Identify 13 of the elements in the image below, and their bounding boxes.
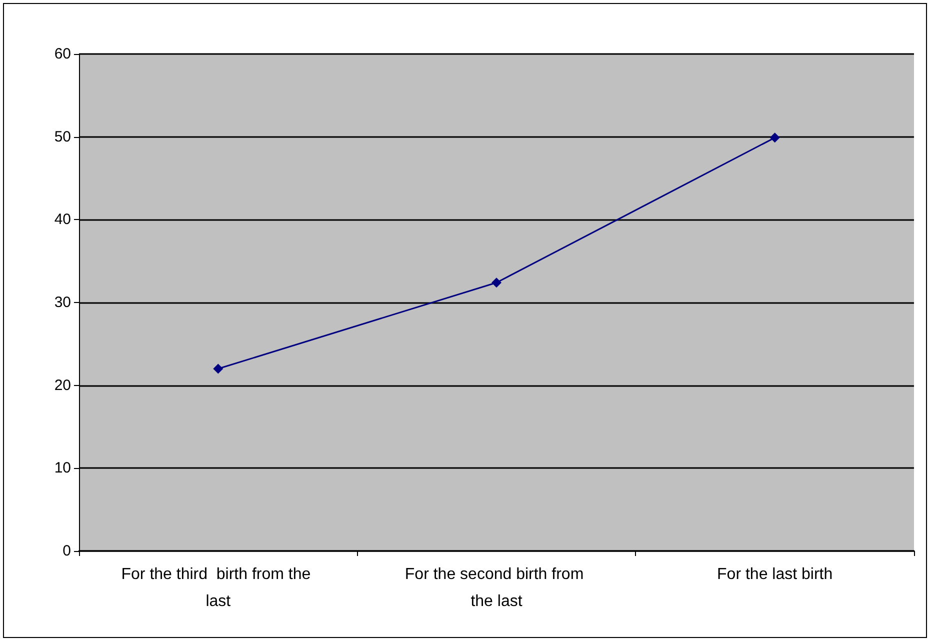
point <box>213 364 224 374</box>
y-tick-label: 20 <box>54 376 71 394</box>
y-tick-label: 40 <box>54 211 71 228</box>
y-tick-label: 30 <box>54 294 71 311</box>
y-tick-label: 50 <box>54 128 71 146</box>
x-tick-label: For the last birth <box>717 566 833 583</box>
y-tick-label: 60 <box>54 46 71 62</box>
point <box>770 132 780 143</box>
y-tick-label: 10 <box>54 460 71 477</box>
x-tick-label: For the third birth from the last <box>121 566 316 610</box>
x-tick-label: For the second birth from the last <box>404 566 588 610</box>
y-tick-label: 0 <box>62 542 71 560</box>
point <box>492 278 502 288</box>
